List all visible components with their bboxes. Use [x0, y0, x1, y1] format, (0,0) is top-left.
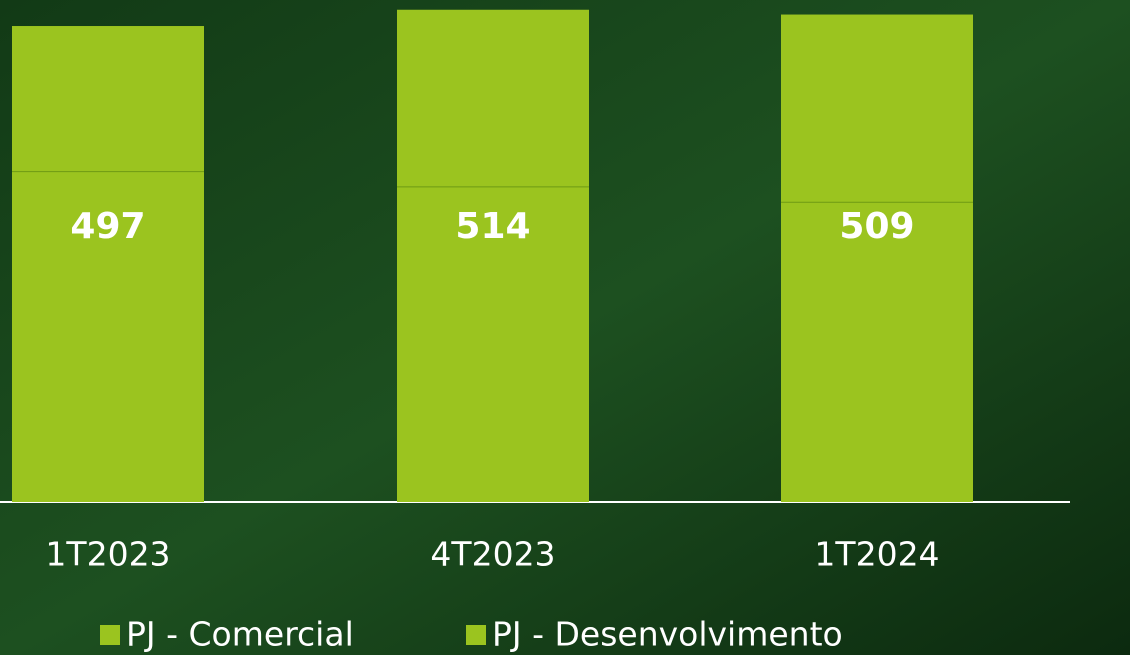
- total-label: 497: [70, 206, 145, 247]
- bar-segment: [781, 202, 973, 502]
- legend-label: PJ - Desenvolvimento: [492, 615, 843, 654]
- legend-label: PJ - Comercial: [126, 615, 354, 654]
- bar-segment: [397, 186, 589, 502]
- total-label: 509: [839, 206, 914, 247]
- x-tick-label: 4T2023: [430, 535, 555, 574]
- bar-segment: [397, 9, 589, 187]
- x-tick-label: 1T2024: [814, 535, 939, 574]
- bar-segment: [781, 14, 973, 203]
- bar-segment: [12, 26, 204, 172]
- legend-swatch: [466, 625, 486, 645]
- x-tick-label: 1T2023: [45, 535, 170, 574]
- total-label: 514: [455, 206, 530, 247]
- legend-swatch: [100, 625, 120, 645]
- bar-segment: [12, 171, 204, 502]
